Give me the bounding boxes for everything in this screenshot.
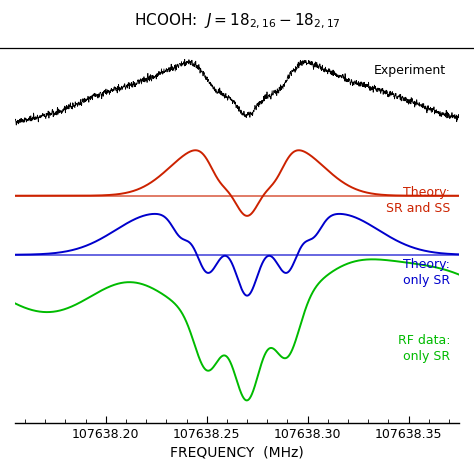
X-axis label: FREQUENCY  (MHz): FREQUENCY (MHz) [170, 445, 304, 459]
Text: Experiment: Experiment [374, 64, 446, 77]
Text: RF data:
only SR: RF data: only SR [398, 334, 450, 363]
Text: HCOOH:  $J = 18_{2,16} - 18_{2,17}$: HCOOH: $J = 18_{2,16} - 18_{2,17}$ [134, 12, 340, 31]
Text: Theory:
SR and SS: Theory: SR and SS [386, 186, 450, 215]
Text: Theory:
only SR: Theory: only SR [403, 258, 450, 287]
